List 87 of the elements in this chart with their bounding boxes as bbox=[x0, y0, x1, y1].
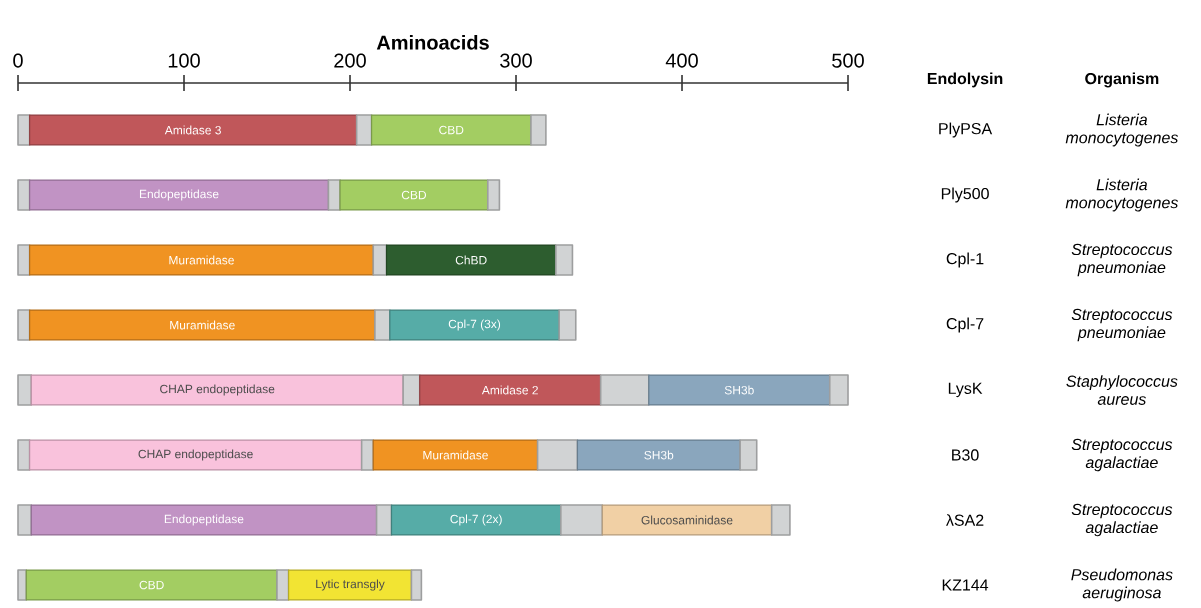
data-label: Muramidase bbox=[423, 450, 488, 460]
data-label: CBD bbox=[439, 125, 464, 135]
y-tick-label: LysK bbox=[948, 382, 983, 398]
bar bbox=[29, 309, 376, 341]
y2-tick-label: Listeria monocytogenes bbox=[1065, 178, 1179, 212]
y2-tick-label: Staphylococcus aureus bbox=[1066, 375, 1178, 405]
data-label: CHAP endopeptidase bbox=[138, 449, 253, 461]
bar bbox=[576, 439, 741, 471]
data-label: SH3b bbox=[724, 385, 754, 395]
bar bbox=[29, 114, 358, 146]
bar bbox=[410, 569, 423, 601]
bar bbox=[360, 439, 375, 471]
y2-tick-label: Streptococcus pneumoniae bbox=[1071, 308, 1173, 342]
bar bbox=[17, 114, 31, 146]
y2-tick-label: Listeria monocytogenes bbox=[1065, 113, 1179, 147]
text: Organism bbox=[1085, 72, 1159, 88]
y-tick-label: Cpl-1 bbox=[946, 252, 984, 268]
data-label: Amidase 3 bbox=[164, 125, 221, 135]
bar bbox=[385, 244, 557, 276]
bar bbox=[355, 114, 373, 146]
bar bbox=[30, 374, 404, 406]
data-label: ChBD bbox=[455, 255, 487, 265]
bar bbox=[276, 569, 290, 601]
y-tick-label: Ply500 bbox=[941, 187, 989, 203]
bar bbox=[648, 374, 831, 406]
bar bbox=[17, 374, 33, 406]
bar bbox=[374, 309, 391, 341]
y2-tick-label: Streptococcus agalactiae bbox=[1071, 438, 1173, 472]
bar bbox=[739, 439, 758, 471]
y-tick-label: KZ144 bbox=[942, 579, 989, 591]
bar bbox=[17, 439, 31, 471]
bar bbox=[29, 439, 363, 471]
data-label: CBD bbox=[401, 190, 427, 200]
data-label: CHAP endopeptidase bbox=[160, 384, 275, 396]
y-tick-label: PlyPSA bbox=[939, 122, 993, 138]
data-label: Cpl-7 (2x) bbox=[450, 514, 502, 526]
data-label: Lytic transgly bbox=[316, 579, 385, 591]
y2-tick-label: Streptococcus pneumoniae bbox=[1071, 243, 1173, 277]
bar bbox=[29, 179, 330, 211]
bar bbox=[370, 114, 532, 146]
bar bbox=[560, 504, 604, 536]
bar bbox=[17, 569, 28, 601]
y2-tick-label: Streptococcus agalactiae bbox=[1071, 503, 1173, 537]
bar bbox=[17, 504, 33, 536]
data-label: Endopeptidase bbox=[164, 514, 244, 526]
bar bbox=[17, 309, 31, 341]
x-tick-label: 300 bbox=[500, 53, 532, 68]
data-label: Amidase 2 bbox=[481, 385, 538, 395]
bar bbox=[770, 504, 791, 536]
data-label: Muramidase bbox=[169, 255, 234, 265]
bar bbox=[389, 309, 560, 341]
x-tick-label: 400 bbox=[665, 53, 698, 68]
bar bbox=[530, 114, 547, 146]
x-tick-label: 0 bbox=[13, 53, 23, 68]
data-label: Muramidase bbox=[170, 320, 235, 330]
bar bbox=[486, 179, 501, 211]
text: Endolysin bbox=[927, 72, 1003, 88]
bar bbox=[828, 374, 849, 406]
x-axis-title: Aminoacids bbox=[376, 34, 489, 50]
bar bbox=[372, 244, 388, 276]
bar bbox=[599, 374, 650, 406]
bar bbox=[558, 309, 577, 341]
x-tick-label: 100 bbox=[168, 53, 200, 68]
data-label: Cpl-7 (3x) bbox=[448, 319, 501, 331]
bar bbox=[30, 504, 378, 536]
y-tick-label: λSA2 bbox=[946, 514, 984, 526]
data-label: Glucosaminidase bbox=[641, 515, 733, 525]
y2-tick-label: Pseudomonas aeruginosa bbox=[1071, 568, 1173, 602]
data-label: SH3b bbox=[644, 450, 674, 460]
bar bbox=[17, 179, 31, 211]
data-label: Endopeptidase bbox=[139, 189, 219, 201]
bar bbox=[375, 504, 393, 536]
bar bbox=[390, 504, 562, 536]
bar bbox=[536, 439, 579, 471]
bar bbox=[339, 179, 489, 211]
bar bbox=[419, 374, 602, 406]
bar bbox=[17, 244, 31, 276]
data-label: CBD bbox=[139, 580, 164, 590]
bar bbox=[287, 569, 413, 601]
bar bbox=[29, 244, 374, 276]
x-tick-label: 500 bbox=[832, 53, 864, 68]
x-tick-label: 200 bbox=[334, 53, 366, 68]
y-tick-label: B30 bbox=[952, 449, 979, 461]
bar bbox=[555, 244, 574, 276]
bar bbox=[601, 504, 773, 536]
bar bbox=[402, 374, 421, 406]
y-tick-label: Cpl-7 bbox=[946, 317, 984, 333]
